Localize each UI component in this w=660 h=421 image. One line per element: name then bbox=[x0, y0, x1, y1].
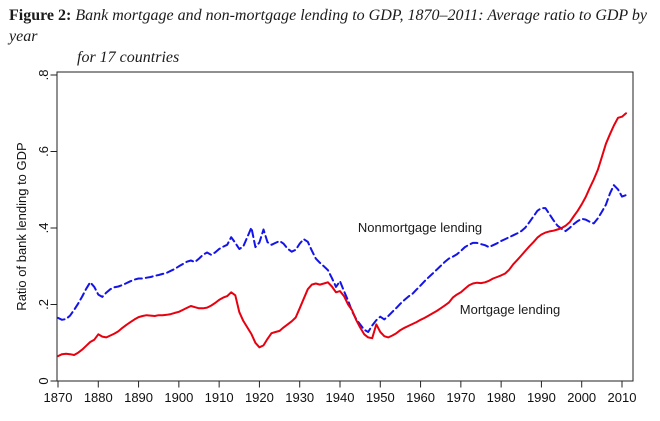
series-label-mortgage: Mortgage lending bbox=[460, 302, 560, 317]
axis-ticks: 0 .2 .4 .6 .8 1870 1880 1890 1900 1910 1920 1930 194… bbox=[36, 70, 636, 405]
series-line-nonmortgage bbox=[57, 184, 627, 333]
series-label-nonmortgage: Nonmortgage lending bbox=[358, 220, 482, 235]
y-tick-label: .4 bbox=[36, 223, 51, 234]
y-tick-label: .6 bbox=[36, 146, 51, 157]
x-tick-label: 1980 bbox=[487, 390, 516, 405]
x-tick-label: 1940 bbox=[326, 390, 355, 405]
y-tick-label: .8 bbox=[36, 70, 51, 81]
x-tick-label: 1930 bbox=[285, 390, 314, 405]
x-tick-label: 1880 bbox=[84, 390, 113, 405]
x-tick-label: 1970 bbox=[446, 390, 475, 405]
figure-caption-line1: Bank mortgage and non-mortgage lending t… bbox=[9, 7, 648, 45]
x-tick-label: 1990 bbox=[527, 390, 556, 405]
x-tick-label: 1890 bbox=[124, 390, 153, 405]
series-line-mortgage bbox=[57, 112, 627, 358]
x-tick-label: 1870 bbox=[44, 390, 73, 405]
x-tick-label: 1920 bbox=[245, 390, 274, 405]
y-tick-label: .2 bbox=[36, 299, 51, 310]
data-series: Nonmortgage lending Mortgage lending bbox=[57, 112, 627, 358]
y-axis-title: Ratio of bank lending to GDP bbox=[14, 142, 29, 310]
x-tick-label: 1950 bbox=[366, 390, 395, 405]
x-tick-label: 2000 bbox=[567, 390, 596, 405]
x-tick-label: 1960 bbox=[406, 390, 435, 405]
x-tick-label: 2010 bbox=[608, 390, 637, 405]
figure-caption-line2: for 17 countries bbox=[77, 49, 180, 66]
x-tick-label: 1900 bbox=[164, 390, 193, 405]
y-tick-label: 0 bbox=[36, 377, 51, 384]
figure-caption: Figure 2: Bank mortgage and non-mortgage… bbox=[9, 5, 657, 68]
figure-caption-label: Figure 2: bbox=[9, 7, 72, 24]
plot-frame bbox=[56, 71, 634, 382]
x-tick-label: 1910 bbox=[205, 390, 234, 405]
